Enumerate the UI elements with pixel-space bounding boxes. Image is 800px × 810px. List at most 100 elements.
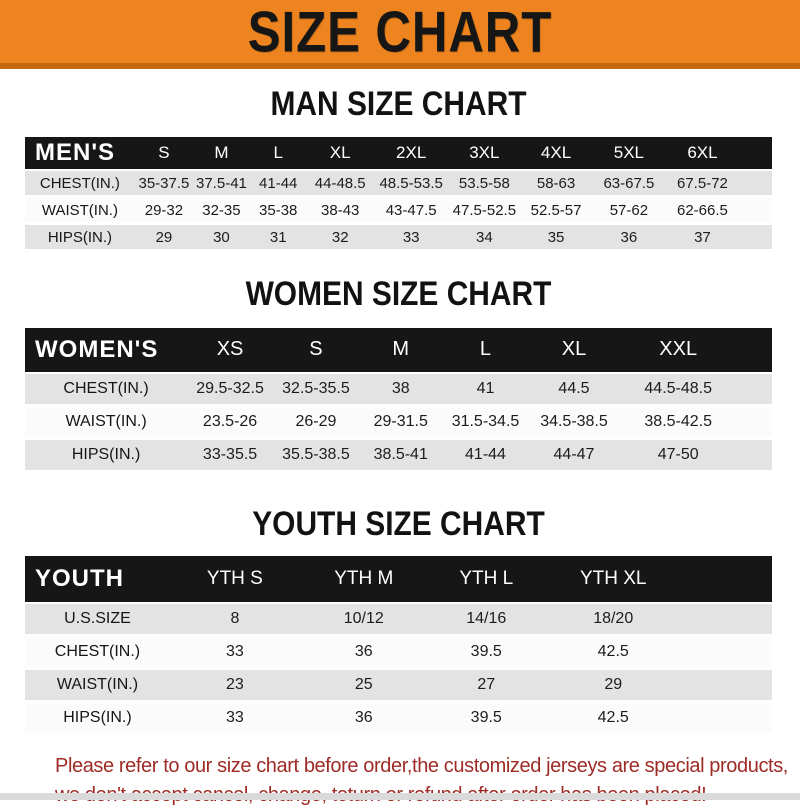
size-value: 27 [427, 668, 545, 702]
size-column-header: 5XL [591, 137, 666, 171]
size-value: 37 [665, 223, 740, 251]
size-value: 31.5-34.5 [442, 405, 529, 439]
size-value: 34.5-38.5 [528, 405, 620, 439]
size-value: 44.5-48.5 [619, 372, 737, 406]
banner-title: SIZE CHART [247, 0, 553, 64]
size-value: 41 [442, 372, 529, 406]
measurement-row-label: WAIST(IN.) [25, 668, 170, 702]
size-value: 57-62 [591, 196, 666, 224]
size-value: 36 [299, 635, 428, 669]
size-value: 35.5-38.5 [273, 438, 359, 472]
size-value: 33 [169, 701, 300, 735]
size-column-header: M [358, 327, 443, 373]
size-value: 29-32 [134, 196, 194, 224]
size-value: 44.5 [528, 372, 620, 406]
size-value: 35-37.5 [134, 170, 194, 197]
size-value: 42.5 [544, 635, 682, 669]
size-column-header: 2XL [373, 137, 449, 171]
order-disclaimer: Please refer to our size chart before or… [55, 752, 788, 810]
size-value: 44-48.5 [306, 170, 374, 197]
size-value: 33-35.5 [187, 438, 273, 472]
table-title-label: WOMEN'S [25, 327, 188, 373]
row-spacer [739, 196, 772, 224]
size-value: 62-66.5 [665, 196, 740, 224]
size-value: 23.5-26 [187, 405, 273, 439]
size-value: 36 [299, 701, 428, 735]
youth-size-table: YOUTH YTH S YTH M YTH L YTH XL U.S.SIZE 8 10/12… [25, 556, 772, 737]
size-value: 23 [169, 668, 300, 702]
size-value: 18/20 [544, 603, 682, 636]
men-size-table: MEN'S S M L XL 2XL 3XL 4XL 5XL 6XL CHEST(IN.) 35-37… [25, 137, 772, 252]
measurement-row-label: WAIST(IN.) [25, 196, 135, 224]
header-spacer [736, 327, 772, 373]
measurement-row-label: CHEST(IN.) [25, 372, 188, 406]
disclaimer-line-1: Please refer to our size chart before or… [55, 755, 788, 778]
row-spacer [681, 701, 772, 735]
size-column-header: M [193, 137, 250, 171]
size-header-row: YOUTH YTH S YTH M YTH L YTH XL [25, 556, 772, 604]
measurement-row: CHEST(IN.) 33 36 39.5 42.5 [25, 635, 772, 669]
size-value: 67.5-72 [665, 170, 740, 197]
table-title-label: MEN'S [25, 137, 135, 171]
row-spacer [736, 372, 772, 406]
size-column-header: XXL [619, 327, 737, 373]
men-table: MEN'S S M L XL 2XL 3XL 4XL 5XL 6XL CHEST(IN.) 35-37… [25, 137, 772, 252]
size-value: 42.5 [544, 701, 682, 735]
size-column-header: 3XL [448, 137, 521, 171]
size-column-header: XL [528, 327, 620, 373]
size-value: 39.5 [427, 701, 545, 735]
size-value: 25 [299, 668, 428, 702]
size-value: 38 [358, 372, 443, 406]
size-column-header: XL [306, 137, 374, 171]
measurement-row: HIPS(IN.) 33-35.5 35.5-38.5 38.5-41 41-44 44-… [25, 438, 772, 472]
header-spacer [739, 137, 772, 171]
row-spacer [736, 405, 772, 439]
size-value: 26-29 [273, 405, 359, 439]
size-column-header: YTH L [427, 556, 545, 604]
size-value: 8 [169, 603, 300, 636]
size-value: 63-67.5 [591, 170, 666, 197]
size-value: 52.5-57 [520, 196, 592, 224]
size-header-row: WOMEN'S XS S M L XL XXL [25, 327, 772, 373]
measurement-row-label: WAIST(IN.) [25, 405, 188, 439]
size-column-header: YTH M [299, 556, 428, 604]
size-chart-banner: SIZE CHART [0, 0, 800, 69]
measurement-row: WAIST(IN.) 23 25 27 29 [25, 668, 772, 702]
size-value: 47-50 [619, 438, 737, 472]
measurement-row: CHEST(IN.) 35-37.5 37.5-41 41-44 44-48.5 48.5… [25, 170, 772, 197]
size-value: 35-38 [249, 196, 307, 224]
youth-section-heading: YOUTH SIZE CHART [252, 504, 545, 543]
row-spacer [739, 170, 772, 197]
measurement-row-label: CHEST(IN.) [25, 170, 135, 197]
women-table: WOMEN'S XS S M L XL XXL CHEST(IN.) 29.5-32.5 32.5… [25, 327, 772, 473]
size-value: 29.5-32.5 [187, 372, 273, 406]
measurement-row-label: U.S.SIZE [25, 603, 170, 636]
size-value: 32-35 [193, 196, 250, 224]
size-value: 29 [134, 223, 194, 251]
size-value: 37.5-41 [193, 170, 250, 197]
measurement-row-label: HIPS(IN.) [25, 701, 170, 735]
size-column-header: L [442, 327, 529, 373]
size-column-header: XS [187, 327, 273, 373]
size-value: 58-63 [520, 170, 592, 197]
size-value: 29-31.5 [358, 405, 443, 439]
content-column: MAN SIZE CHART MEN'S S M L XL 2XL 3XL 4XL 5XL 6XL… [25, 85, 788, 810]
size-value: 29 [544, 668, 682, 702]
size-value: 53.5-58 [448, 170, 521, 197]
women-size-table: WOMEN'S XS S M L XL XXL CHEST(IN.) 29.5-32.5 32.5… [25, 327, 772, 473]
size-value: 33 [169, 635, 300, 669]
size-value: 41-44 [249, 170, 307, 197]
size-value: 14/16 [427, 603, 545, 636]
size-value: 41-44 [442, 438, 529, 472]
measurement-row: HIPS(IN.) 33 36 39.5 42.5 [25, 701, 772, 735]
size-value: 32.5-35.5 [273, 372, 359, 406]
women-section-heading: WOMEN SIZE CHART [245, 275, 552, 314]
size-value: 48.5-53.5 [373, 170, 449, 197]
size-value: 38.5-41 [358, 438, 443, 472]
size-value: 35 [520, 223, 592, 251]
row-spacer [739, 223, 772, 251]
measurement-row: HIPS(IN.) 29 30 31 32 33 34 35 36 37 [25, 223, 772, 251]
youth-table: YOUTH YTH S YTH M YTH L YTH XL U.S.SIZE 8 10/12… [25, 556, 772, 737]
header-spacer [681, 556, 772, 604]
measurement-row: CHEST(IN.) 29.5-32.5 32.5-35.5 38 41 44.5 44.5… [25, 372, 772, 406]
